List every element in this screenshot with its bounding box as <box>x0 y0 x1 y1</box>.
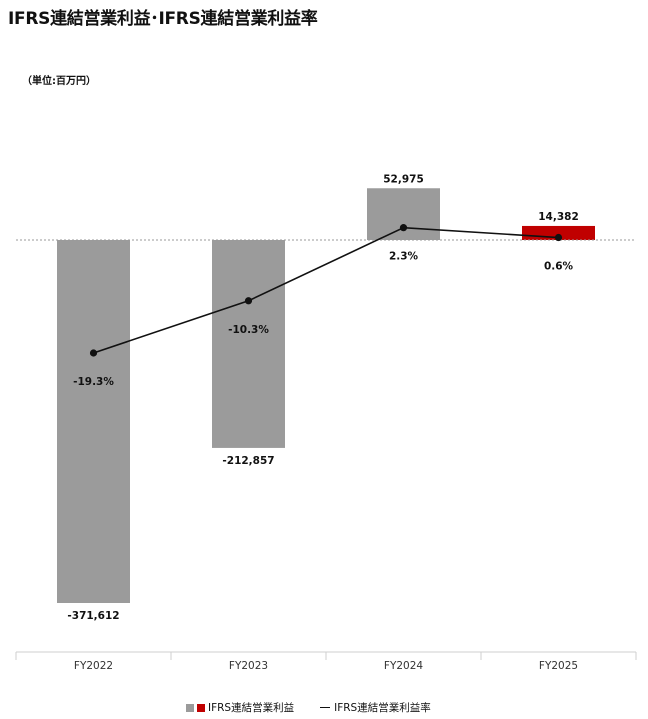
ratio-point <box>399 224 408 232</box>
value-labels-layer: -371,612 -212,857 52,975 14,382 -19.3% -10.3%… <box>67 173 578 622</box>
x-tick-label: FY2023 <box>229 660 268 672</box>
ratio-value-label: 2.3% <box>389 251 419 263</box>
ratio-value-label: -10.3% <box>228 324 269 336</box>
ratio-line-layer <box>89 224 563 357</box>
legend-line-swatch <box>320 706 331 709</box>
x-tick-label: FY2022 <box>74 660 113 672</box>
legend-line-label: IFRS連結営業利益率 <box>334 702 431 714</box>
bar-fy2022 <box>57 240 130 603</box>
legend-swatch-gray <box>186 703 194 712</box>
legend-swatch-red <box>197 703 205 712</box>
bars-layer <box>57 188 595 603</box>
bar-value-label: 14,382 <box>538 211 579 223</box>
bar-value-label: 52,975 <box>383 173 424 185</box>
ratio-value-label: -19.3% <box>73 376 114 388</box>
legend-bar-label: IFRS連結営業利益 <box>208 702 295 714</box>
x-tick-label: FY2025 <box>539 660 578 672</box>
bar-value-label: -371,612 <box>67 610 119 622</box>
ratio-line <box>93 226 559 354</box>
ratio-point <box>244 297 253 305</box>
unit-label: （単位:百万円） <box>22 76 96 87</box>
ratio-point <box>554 233 563 242</box>
ratio-value-label: 0.6% <box>544 261 574 273</box>
x-tick-label: FY2024 <box>384 660 423 672</box>
ratio-point <box>89 349 98 357</box>
bar-value-label: -212,857 <box>222 455 274 467</box>
legend: IFRS連結営業利益 IFRS連結営業利益率 <box>186 700 431 715</box>
bar-fy2024 <box>367 188 440 240</box>
bar-fy2023 <box>212 240 285 448</box>
x-axis: FY2022 FY2023 FY2024 FY2025 <box>15 651 637 672</box>
chart-title: IFRS連結営業利益･IFRS連結営業利益率 <box>8 9 318 29</box>
